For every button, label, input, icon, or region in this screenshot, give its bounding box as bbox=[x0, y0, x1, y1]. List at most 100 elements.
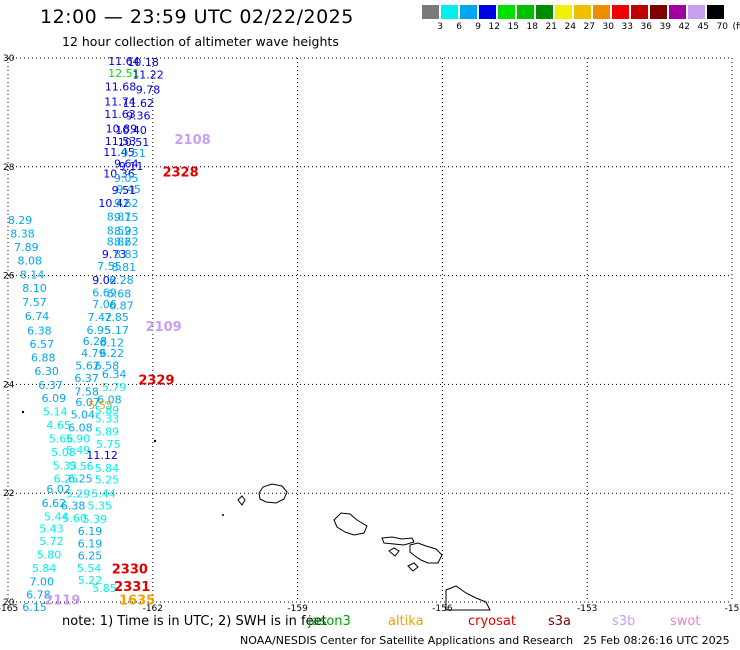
wave-height-label: 6.09 bbox=[42, 392, 67, 405]
pass-time-label: 2331 bbox=[114, 580, 150, 595]
wave-height-label: 9.11 bbox=[119, 160, 144, 173]
lon-tick-label: -156 bbox=[432, 604, 453, 614]
lat-lon-grid bbox=[7, 57, 733, 603]
pass-time-label: 1635 bbox=[119, 594, 155, 609]
wave-height-label: 5.33 bbox=[53, 459, 78, 472]
legend-swatch-15 bbox=[498, 5, 515, 19]
wave-height-label: 5.44 bbox=[91, 488, 116, 501]
wave-height-label: 7.06 bbox=[92, 298, 117, 311]
lat-tick-label: 22 bbox=[3, 489, 14, 499]
legend-label-30: 30 bbox=[602, 22, 614, 32]
wave-height-label: 5.80 bbox=[37, 548, 62, 561]
wave-height-label: 8.62 bbox=[114, 236, 139, 249]
wave-height-label: 11.63 bbox=[104, 108, 136, 121]
lon-tick-label: -162 bbox=[143, 604, 163, 614]
lat-tick-label: 28 bbox=[3, 163, 15, 173]
wave-height-label: 9.02 bbox=[92, 274, 117, 287]
pass-time-label: 2108 bbox=[175, 133, 211, 148]
wave-height-label: 5.25 bbox=[95, 473, 120, 486]
kahoolawe-island bbox=[407, 562, 419, 572]
wave-height-label: 5.55 bbox=[88, 399, 113, 412]
wave-height-label: 5.44 bbox=[44, 510, 69, 523]
legend-label-12: 12 bbox=[488, 22, 500, 32]
wave-height-label: 6.15 bbox=[22, 601, 47, 614]
legend-label-3: 3 bbox=[437, 22, 443, 32]
wave-height-label: 7.89 bbox=[14, 241, 39, 254]
wave-height-label: 6.57 bbox=[30, 338, 55, 351]
satellite-altika: altika bbox=[388, 614, 424, 629]
wave-height-label: 6.34 bbox=[102, 368, 127, 381]
wave-height-label: 5.33 bbox=[95, 412, 120, 425]
wave-height-label: 4.79 bbox=[81, 347, 106, 360]
wave-height-label: 6.95 bbox=[86, 324, 111, 337]
footer-note-bar: note: 1) Time is in UTC; 2) SWH is in fe… bbox=[0, 610, 740, 632]
wave-height-label: 5.14 bbox=[43, 405, 68, 418]
wave-height-label: 7.57 bbox=[22, 296, 47, 309]
wave-height-label: 9.15 bbox=[114, 211, 139, 224]
satellite-cryosat: cryosat bbox=[468, 614, 516, 629]
wave-height-label: 6.87 bbox=[109, 299, 134, 312]
wave-height-label: 5.35 bbox=[87, 500, 112, 513]
wave-height-label: 6.25 bbox=[78, 550, 103, 563]
footer-note: note: 1) Time is in UTC; 2) SWH is in fe… bbox=[62, 614, 327, 629]
legend-swatch-45 bbox=[688, 5, 705, 19]
wave-height-label: 5.75 bbox=[96, 438, 121, 451]
pass-time-label: 2109 bbox=[146, 320, 182, 335]
legend-label-6: 6 bbox=[456, 22, 462, 32]
wave-height-label: 8.82 bbox=[107, 236, 132, 249]
wave-height-label: 5.79 bbox=[102, 381, 127, 394]
lon-tick-label: -159 bbox=[287, 604, 308, 614]
legend-swatch-70 bbox=[707, 5, 724, 19]
wave-height-label: 5.49 bbox=[66, 444, 91, 457]
satellite-s3b: s3b bbox=[612, 614, 636, 629]
pass-time-label: 2329 bbox=[138, 373, 174, 388]
hawaii-big-island bbox=[445, 585, 491, 611]
map-title: 12:00 — 23:59 UTC 02/22/2025 bbox=[40, 6, 354, 28]
wave-height-label: 8.29 bbox=[8, 214, 33, 227]
wave-height-label: 11.74 bbox=[104, 95, 136, 108]
data-dot bbox=[153, 439, 157, 443]
wave-height-label: 5.72 bbox=[39, 535, 64, 548]
wave-height-label: 6.28 bbox=[83, 335, 108, 348]
lon-tick-label: -153 bbox=[577, 604, 597, 614]
wave-height-label: 10.89 bbox=[106, 123, 138, 136]
legend-swatch-36 bbox=[631, 5, 648, 19]
wave-height-label: 5.08 bbox=[51, 446, 76, 459]
satellite-jason3: jason3 bbox=[308, 614, 351, 629]
lon-tick-label: -15 bbox=[725, 604, 740, 614]
legend-swatch-3 bbox=[422, 5, 439, 19]
wave-height-label: 5.56 bbox=[69, 460, 94, 473]
wave-height-label: 9.73 bbox=[102, 248, 127, 261]
wave-height-label: 6.37 bbox=[74, 372, 99, 385]
wave-height-label: 11.62 bbox=[123, 97, 155, 110]
wave-height-label: 10.18 bbox=[127, 56, 159, 69]
wave-height-label: 6.58 bbox=[95, 360, 120, 373]
legend-swatch-24 bbox=[555, 5, 572, 19]
wave-height-label: 6.25 bbox=[54, 472, 79, 485]
legend-swatch-21 bbox=[536, 5, 553, 19]
legend-swatch-12 bbox=[479, 5, 496, 19]
wave-height-label: 8.81 bbox=[112, 261, 137, 274]
wave-height-label: 6.37 bbox=[38, 379, 63, 392]
wave-height-label: 6.74 bbox=[25, 310, 50, 323]
wave-height-label: 9.78 bbox=[136, 83, 161, 96]
wave-height-label: 8.08 bbox=[17, 255, 42, 268]
satellite-swot: swot bbox=[670, 614, 701, 629]
wave-height-label: 5.60 bbox=[62, 512, 87, 525]
wave-height-label: 6.08 bbox=[68, 422, 93, 435]
satellite-s3a: s3a bbox=[548, 614, 572, 629]
wave-height-label: 6.78 bbox=[26, 589, 51, 602]
legend-label-15: 15 bbox=[507, 22, 519, 32]
wave-height-label: 11.53 bbox=[105, 135, 137, 148]
maui-island bbox=[409, 542, 443, 564]
wave-height-label: 5.89 bbox=[95, 426, 120, 439]
pass-time-label: 2330 bbox=[112, 563, 148, 578]
lat-tick-label: 20 bbox=[3, 598, 15, 608]
wave-height-label: 11.12 bbox=[86, 449, 118, 462]
lanai-island bbox=[388, 547, 400, 557]
legend-label-18: 18 bbox=[526, 22, 538, 32]
wave-height-label: 8.38 bbox=[10, 228, 35, 241]
legend-label-24: 24 bbox=[564, 22, 576, 32]
legend-label-36: 36 bbox=[640, 22, 652, 32]
